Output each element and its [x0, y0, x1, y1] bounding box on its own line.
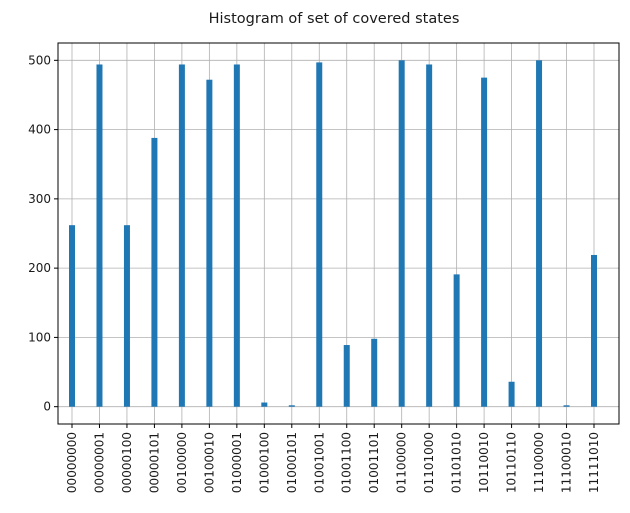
x-axis-ticks: 00000000 00000001 00000100 00000101 00100000…: [65, 424, 601, 493]
x-tick-label: 00100010: [202, 432, 216, 493]
x-tick-label: 01100000: [395, 432, 409, 493]
x-tick-label: 00000000: [65, 432, 79, 493]
y-tick-label: 500: [28, 53, 51, 67]
bar-11100000: [536, 60, 543, 407]
x-tick-label: 01001100: [340, 432, 354, 493]
x-tick-label: 00000001: [92, 432, 106, 493]
axes: [57, 42, 620, 425]
grid-lines: [58, 43, 619, 424]
x-tick-label: 01101010: [450, 432, 464, 493]
bar-00000000: [69, 225, 75, 407]
x-tick-label: 00100000: [175, 432, 189, 493]
y-tick-label: 400: [28, 123, 51, 137]
x-tick-label: 11111010: [587, 432, 601, 493]
bar-01000101: [288, 405, 295, 407]
bar-01001001: [316, 62, 323, 407]
bar-01101010: [453, 274, 460, 407]
bar-00000101: [151, 137, 158, 407]
y-axis-ticks: 0 100 200 300 400 500: [28, 53, 58, 414]
bar-01000001: [233, 64, 240, 407]
x-tick-label: 00000101: [147, 432, 161, 493]
bar-10110110: [508, 381, 515, 407]
bar-01101000: [426, 64, 433, 407]
bar-00000100: [123, 225, 130, 407]
bar-00100010: [206, 79, 213, 407]
x-tick-label: 01000100: [257, 432, 271, 493]
bar-11100010: [563, 405, 570, 407]
plot-frame: [57, 42, 620, 425]
x-tick-label: 11100010: [560, 432, 574, 493]
bar-01100000: [398, 60, 405, 407]
x-tick-label: 00000100: [120, 432, 134, 493]
x-tick-label: 01001001: [312, 432, 326, 493]
y-tick-label: 0: [43, 400, 51, 414]
bar-00100000: [178, 64, 185, 407]
x-tick-label: 01101000: [422, 432, 436, 493]
bar-10110010: [481, 77, 488, 407]
bar-01001100: [343, 345, 350, 407]
y-tick-label: 200: [28, 261, 51, 275]
bar-01000100: [261, 402, 268, 407]
y-tick-label: 300: [28, 192, 51, 206]
x-tick-label: 11100000: [532, 432, 546, 493]
chart-title: Histogram of set of covered states: [209, 11, 460, 27]
bar-11111010: [591, 254, 597, 407]
x-tick-label: 01000001: [230, 432, 244, 493]
bar-01001101: [371, 338, 378, 407]
y-tick-label: 100: [28, 330, 51, 344]
x-tick-label: 10110110: [505, 432, 519, 493]
x-tick-label: 01000101: [285, 432, 299, 493]
bar-00000001: [96, 64, 103, 407]
bars: [69, 60, 597, 407]
x-tick-label: 01001101: [367, 432, 381, 493]
x-tick-label: 10110010: [477, 432, 491, 493]
